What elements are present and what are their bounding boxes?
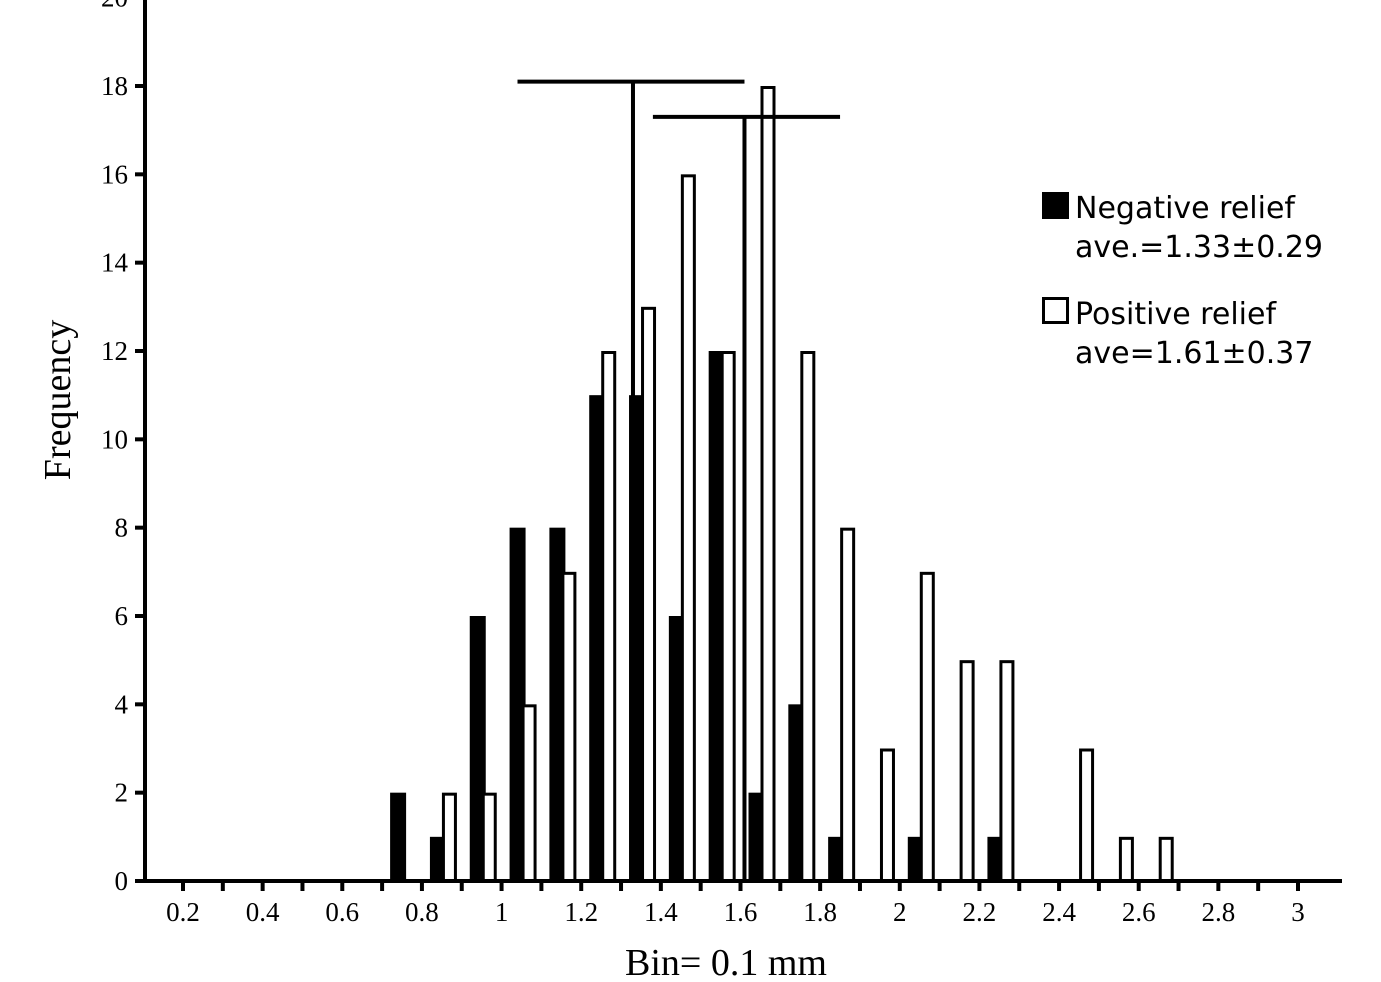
y-tick-label: 10: [101, 424, 128, 454]
x-tick-label: 0.4: [246, 897, 280, 927]
y-tick-label: 8: [115, 513, 129, 543]
legend-swatch-negative: [1042, 192, 1069, 219]
bar-positive: [800, 351, 816, 883]
y-tick-label: 6: [115, 601, 129, 631]
bar-negative: [390, 792, 407, 881]
bar-positive: [561, 571, 577, 883]
legend-stat-positive: ave=1.61±0.37: [1075, 336, 1313, 371]
x-tick-label: 0.2: [166, 897, 200, 927]
legend-stat-negative: ave.=1.33±0.29: [1075, 230, 1323, 265]
legend-swatch-positive: [1042, 297, 1069, 324]
bar-positive: [720, 351, 736, 883]
y-tick-label: 20: [101, 0, 128, 13]
bar-positive: [601, 351, 617, 883]
y-tick-label: 14: [101, 248, 129, 278]
bar-positive: [641, 306, 657, 883]
x-tick-label: 1.8: [803, 897, 837, 927]
bar-positive: [521, 704, 537, 883]
bar-positive: [879, 748, 895, 883]
x-tick-label: 2.2: [963, 897, 997, 927]
bar-positive: [1118, 836, 1134, 883]
legend-label-positive: Positive relief: [1075, 297, 1277, 332]
mean-lines-group: [517, 79, 841, 881]
bar-positive: [481, 792, 497, 883]
y-tick-label: 12: [101, 336, 128, 366]
y-ticks: 0 2 4 6 8 10 12 14 16 18 20: [101, 0, 145, 896]
x-tick-label: 0.8: [405, 897, 439, 927]
legend-label-negative: Negative relief: [1075, 191, 1296, 226]
y-tick-label: 2: [115, 778, 129, 808]
x-tick-label: 3: [1291, 897, 1305, 927]
x-ticks: 0.2 0.4 0.6 0.8 1 1.2 1.4 1.6 1.8 2 2.2 2.4 2.6 2.8 3: [166, 881, 1305, 927]
bar-positive: [1079, 748, 1095, 883]
bar-positive: [1158, 836, 1174, 883]
bar-positive: [760, 86, 776, 883]
y-tick-label: 0: [115, 866, 129, 896]
bar-positive: [680, 174, 696, 883]
bar-positive: [441, 792, 457, 883]
x-tick-label: 2: [893, 897, 907, 927]
bar-positive: [840, 527, 856, 883]
x-axis-label: Bin= 0.1 mm: [625, 942, 827, 982]
legend: Negative relief ave.=1.33±0.29 Positive …: [1042, 191, 1323, 371]
bar-positive: [999, 660, 1015, 883]
x-tick-label: 2.8: [1201, 897, 1235, 927]
y-tick-label: 18: [101, 71, 128, 101]
x-tick-label: 1.4: [644, 897, 678, 927]
x-tick-label: 1: [495, 897, 509, 927]
bar-positive: [919, 571, 935, 883]
x-tick-label: 1.6: [724, 897, 758, 927]
y-axis-label: Frequency: [37, 320, 79, 480]
y-tick-label: 4: [115, 689, 129, 719]
x-tick-label: 1.2: [564, 897, 598, 927]
bar-positive: [959, 660, 975, 883]
x-tick-label: 2.4: [1042, 897, 1076, 927]
x-tick-label: 0.6: [325, 897, 359, 927]
y-tick-label: 16: [101, 159, 128, 189]
x-tick-label: 2.6: [1122, 897, 1156, 927]
